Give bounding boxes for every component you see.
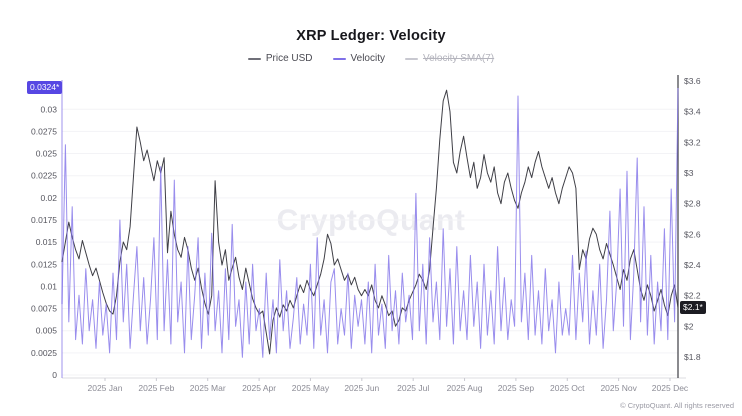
x-axis-tick-label: 2025 Jul xyxy=(397,383,429,393)
left-axis-tick-label: 0 xyxy=(52,370,57,380)
legend-item-velocity-sma7[interactable]: Velocity SMA(7) xyxy=(405,53,494,64)
right-axis-tick-label: $2.6 xyxy=(684,229,701,239)
left-axis-tick-label: 0.025 xyxy=(36,149,58,159)
left-axis-tick-label: 0.02 xyxy=(40,193,57,203)
x-axis-tick-label: 2025 Dec xyxy=(652,383,689,393)
price-usd-line-swatch-icon xyxy=(247,57,261,60)
legend-item-velocity[interactable]: Velocity xyxy=(332,53,385,64)
right-axis-tick-label: $2.2 xyxy=(684,291,701,301)
legend-label: Price USD xyxy=(265,53,313,64)
left-axis-tick-label: 0.0075 xyxy=(31,304,57,314)
chart-legend: Price USD Velocity Velocity SMA(7) xyxy=(0,53,742,64)
velocity-sma7-line-swatch-icon xyxy=(405,57,418,60)
x-axis-tick-label: 2025 Apr xyxy=(242,383,276,393)
copyright-notice: © CryptoQuant. All rights reserved xyxy=(620,401,734,410)
velocity-line-swatch-icon xyxy=(332,57,346,60)
x-axis-tick-label: 2025 Jan xyxy=(88,383,123,393)
left-axis-tick-label: 0.015 xyxy=(36,237,58,247)
price-usd-line xyxy=(61,89,679,355)
x-axis-tick-label: 2025 Nov xyxy=(600,383,637,393)
right-axis-tick-label: $3.2 xyxy=(684,137,701,147)
legend-label: Velocity xyxy=(350,53,385,64)
x-axis-tick-label: 2025 Mar xyxy=(190,383,226,393)
left-axis-tick-label: 0.0175 xyxy=(31,215,57,225)
left-axis-tick-label: 0.0125 xyxy=(31,259,57,269)
left-axis-tick-label: 0.0025 xyxy=(31,348,57,358)
velocity-line xyxy=(61,87,679,358)
right-axis-tick-label: $1.8 xyxy=(684,352,701,362)
right-axis-tick-label: $3 xyxy=(684,168,694,178)
right-axis-tick-label: $3.6 xyxy=(684,76,701,86)
x-axis: 2025 Jan 2025 Feb 2025 Mar 2025 Apr 2025 May… xyxy=(62,377,689,393)
left-axis-tick-label: 0.01 xyxy=(40,281,57,291)
right-axis-tick-label: $2.8 xyxy=(684,199,701,209)
left-axis-tick-label: 0.0225 xyxy=(31,171,57,181)
x-axis-tick-label: 2025 May xyxy=(292,383,330,393)
legend-label: Velocity SMA(7) xyxy=(423,53,495,64)
right-axis-tick-label: $2.4 xyxy=(684,260,701,270)
x-axis-tick-label: 2025 Feb xyxy=(138,383,174,393)
x-axis-tick-label: 2025 Jun xyxy=(344,383,379,393)
legend-item-price-usd[interactable]: Price USD xyxy=(247,53,313,64)
right-axis-labels: $1.8 $2 $2.2 $2.4 $2.6 $2.8 $3 $3.2 $3.4 $3.6 xyxy=(684,76,701,362)
left-axis-tick-label: 0.005 xyxy=(36,326,58,336)
velocity-current-value-badge: 0.0324* xyxy=(27,81,63,95)
x-axis-tick-label: 2025 Oct xyxy=(550,383,585,393)
right-axis-tick-label: $3.4 xyxy=(684,107,701,117)
right-axis-tick-label: $2 xyxy=(684,321,694,331)
x-axis-tick-label: 2025 Aug xyxy=(447,383,483,393)
x-axis-tick-label: 2025 Sep xyxy=(498,383,535,393)
left-axis-tick-label: 0.0275 xyxy=(31,126,57,136)
left-axis-labels: 0 0.0025 0.005 0.0075 0.01 0.0125 0.015 0.0175 0… xyxy=(31,104,57,380)
page-title: XRP Ledger: Velocity xyxy=(296,28,446,44)
left-axis-tick-label: 0.03 xyxy=(40,104,57,114)
price-current-value-badge: $2.1* xyxy=(680,300,706,315)
